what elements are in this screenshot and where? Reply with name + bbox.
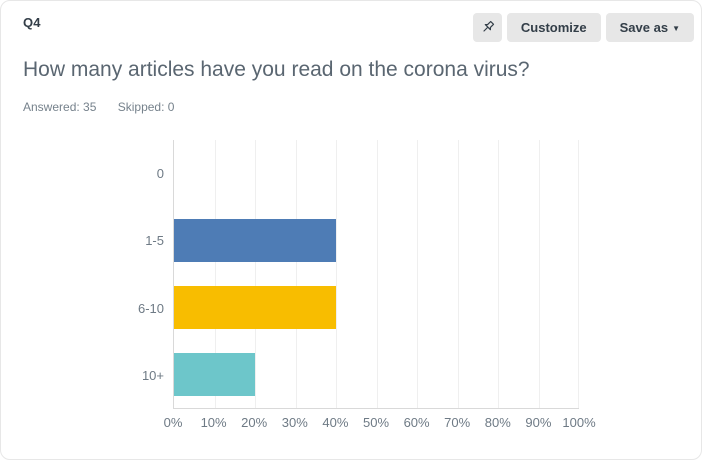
x-tick-label: 30% — [281, 415, 308, 430]
gridline — [417, 140, 418, 408]
x-tick-label: 20% — [241, 415, 268, 430]
plot-area — [173, 140, 579, 409]
gridline — [457, 140, 459, 408]
bar-row — [174, 341, 579, 408]
gridline — [214, 140, 216, 408]
response-meta: Answered: 35 Skipped: 0 — [23, 100, 174, 114]
category-label: 0 — [156, 166, 164, 182]
answered-count: Answered: 35 — [23, 100, 97, 114]
gridline — [498, 140, 499, 408]
gridline — [538, 140, 540, 408]
x-tick-label: 80% — [484, 415, 511, 430]
bar-row — [174, 140, 579, 207]
category-label: 10+ — [141, 367, 164, 383]
customize-button[interactable]: Customize — [506, 13, 601, 42]
save-as-label: Save as — [619, 20, 669, 35]
save-as-button[interactable]: Save as ▼ — [605, 13, 694, 42]
x-tick-label: 60% — [403, 415, 430, 430]
gridline — [336, 140, 337, 408]
bar-1-5[interactable] — [174, 219, 336, 262]
bar-6-10[interactable] — [174, 286, 336, 329]
bar-row — [174, 274, 579, 341]
x-tick-label: 70% — [444, 415, 471, 430]
x-tick-label: 100% — [562, 415, 596, 430]
x-tick-label: 0% — [163, 415, 183, 430]
x-tick-label: 40% — [322, 415, 349, 430]
bar-10+[interactable] — [174, 353, 255, 396]
gridline — [295, 140, 297, 408]
question-title: How many articles have you read on the c… — [23, 58, 530, 81]
x-tick-label: 10% — [200, 415, 227, 430]
skipped-count: Skipped: 0 — [117, 100, 175, 114]
x-tick-label: 50% — [362, 415, 390, 430]
pushpin-icon — [479, 19, 496, 36]
chevron-down-icon: ▼ — [672, 24, 680, 33]
category-label: 1-5 — [145, 233, 164, 249]
x-tick-label: 90% — [525, 415, 552, 430]
gridline — [578, 140, 579, 408]
header-actions: Customize Save as ▼ — [472, 13, 694, 42]
category-label: 6-10 — [137, 300, 164, 316]
pin-button[interactable] — [472, 13, 502, 42]
category-axis: 0 1-5 6-10 10+ — [1, 140, 164, 409]
x-axis: 0% 10% 20% 30% 40% 50% 60% 70% 80% 90% 100% — [164, 415, 596, 433]
gridline — [255, 140, 256, 408]
gridline — [376, 140, 378, 408]
bar-row — [174, 207, 579, 274]
question-number: Q4 — [23, 15, 41, 30]
